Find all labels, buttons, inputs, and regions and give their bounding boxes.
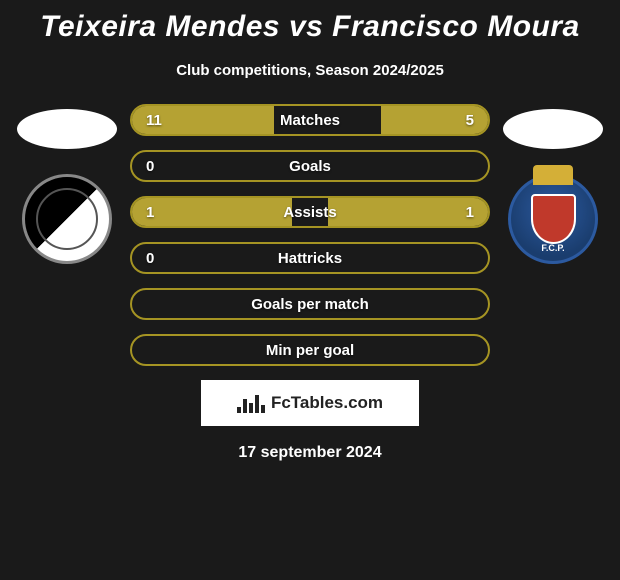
player-photo-right bbox=[503, 109, 603, 149]
footer-date: 17 september 2024 bbox=[238, 444, 381, 462]
stat-bar: 0 Hattricks bbox=[130, 242, 490, 274]
bar-label: Assists bbox=[283, 204, 336, 221]
stat-bar: Goals per match bbox=[130, 288, 490, 320]
bar-label: Hattricks bbox=[278, 250, 342, 267]
stat-bars-column: 11 Matches 5 0 Goals 1 Assists 1 0 Hattricks Goals… bbox=[130, 104, 490, 366]
player-photo-left bbox=[17, 109, 117, 149]
main-row: 11 Matches 5 0 Goals 1 Assists 1 0 Hattricks Goals… bbox=[0, 104, 620, 366]
page-subtitle: Club competitions, Season 2024/2025 bbox=[176, 62, 444, 79]
comparison-infographic: Teixeira Mendes vs Francisco Moura Club … bbox=[0, 0, 620, 462]
bar-value-left: 1 bbox=[146, 204, 154, 221]
club-crest-right bbox=[508, 174, 598, 264]
bar-label: Goals bbox=[289, 158, 331, 175]
bar-value-left: 0 bbox=[146, 158, 154, 175]
bar-value-left: 11 bbox=[146, 112, 162, 129]
bar-label: Min per goal bbox=[266, 342, 354, 359]
left-player-column bbox=[12, 104, 122, 264]
fctables-watermark: FcTables.com bbox=[201, 380, 419, 426]
bar-value-left: 0 bbox=[146, 250, 154, 267]
stat-bar: 11 Matches 5 bbox=[130, 104, 490, 136]
bar-label: Goals per match bbox=[251, 296, 369, 313]
bar-chart-icon bbox=[237, 393, 265, 413]
stat-bar: 1 Assists 1 bbox=[130, 196, 490, 228]
page-title: Teixeira Mendes vs Francisco Moura bbox=[40, 10, 579, 44]
stat-bar: Min per goal bbox=[130, 334, 490, 366]
stat-bar: 0 Goals bbox=[130, 150, 490, 182]
fctables-label: FcTables.com bbox=[271, 393, 383, 413]
right-player-column bbox=[498, 104, 608, 264]
bar-fill-right bbox=[328, 198, 488, 226]
bar-value-right: 5 bbox=[466, 112, 474, 129]
bar-label: Matches bbox=[280, 112, 340, 129]
club-crest-left bbox=[22, 174, 112, 264]
bar-fill-left bbox=[132, 198, 292, 226]
bar-value-right: 1 bbox=[466, 204, 474, 221]
shield-icon bbox=[531, 194, 576, 244]
